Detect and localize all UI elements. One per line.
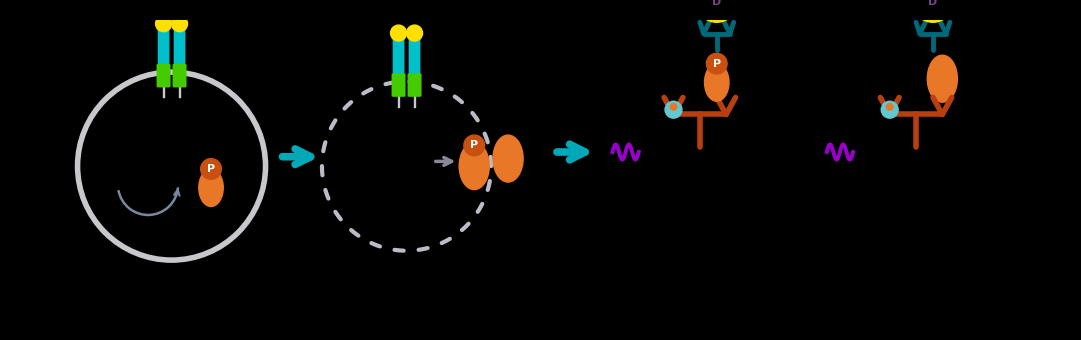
FancyBboxPatch shape xyxy=(409,33,421,75)
Circle shape xyxy=(670,104,677,110)
Circle shape xyxy=(172,16,187,32)
FancyBboxPatch shape xyxy=(157,75,171,87)
Circle shape xyxy=(390,25,406,41)
FancyBboxPatch shape xyxy=(706,0,728,11)
FancyBboxPatch shape xyxy=(391,73,405,86)
Circle shape xyxy=(912,0,953,22)
Ellipse shape xyxy=(199,169,224,206)
FancyBboxPatch shape xyxy=(157,64,171,76)
Ellipse shape xyxy=(705,64,729,101)
FancyBboxPatch shape xyxy=(408,73,422,86)
FancyBboxPatch shape xyxy=(173,64,187,76)
Ellipse shape xyxy=(927,55,958,102)
Circle shape xyxy=(886,104,893,110)
Circle shape xyxy=(156,16,172,32)
Text: D: D xyxy=(712,0,721,6)
Circle shape xyxy=(464,135,484,156)
Ellipse shape xyxy=(459,142,490,190)
FancyBboxPatch shape xyxy=(922,0,944,11)
FancyBboxPatch shape xyxy=(392,33,404,75)
FancyBboxPatch shape xyxy=(391,84,405,97)
FancyBboxPatch shape xyxy=(174,23,186,66)
FancyBboxPatch shape xyxy=(173,75,187,87)
Circle shape xyxy=(696,0,737,22)
Text: P: P xyxy=(712,58,721,69)
Ellipse shape xyxy=(493,135,523,182)
Circle shape xyxy=(881,101,898,118)
FancyBboxPatch shape xyxy=(408,84,422,97)
Circle shape xyxy=(665,101,682,118)
Text: P: P xyxy=(470,140,478,150)
Text: D: D xyxy=(929,0,937,6)
Circle shape xyxy=(201,158,222,179)
FancyBboxPatch shape xyxy=(158,23,170,66)
Text: P: P xyxy=(206,164,215,174)
Circle shape xyxy=(406,25,423,41)
Circle shape xyxy=(706,53,728,74)
